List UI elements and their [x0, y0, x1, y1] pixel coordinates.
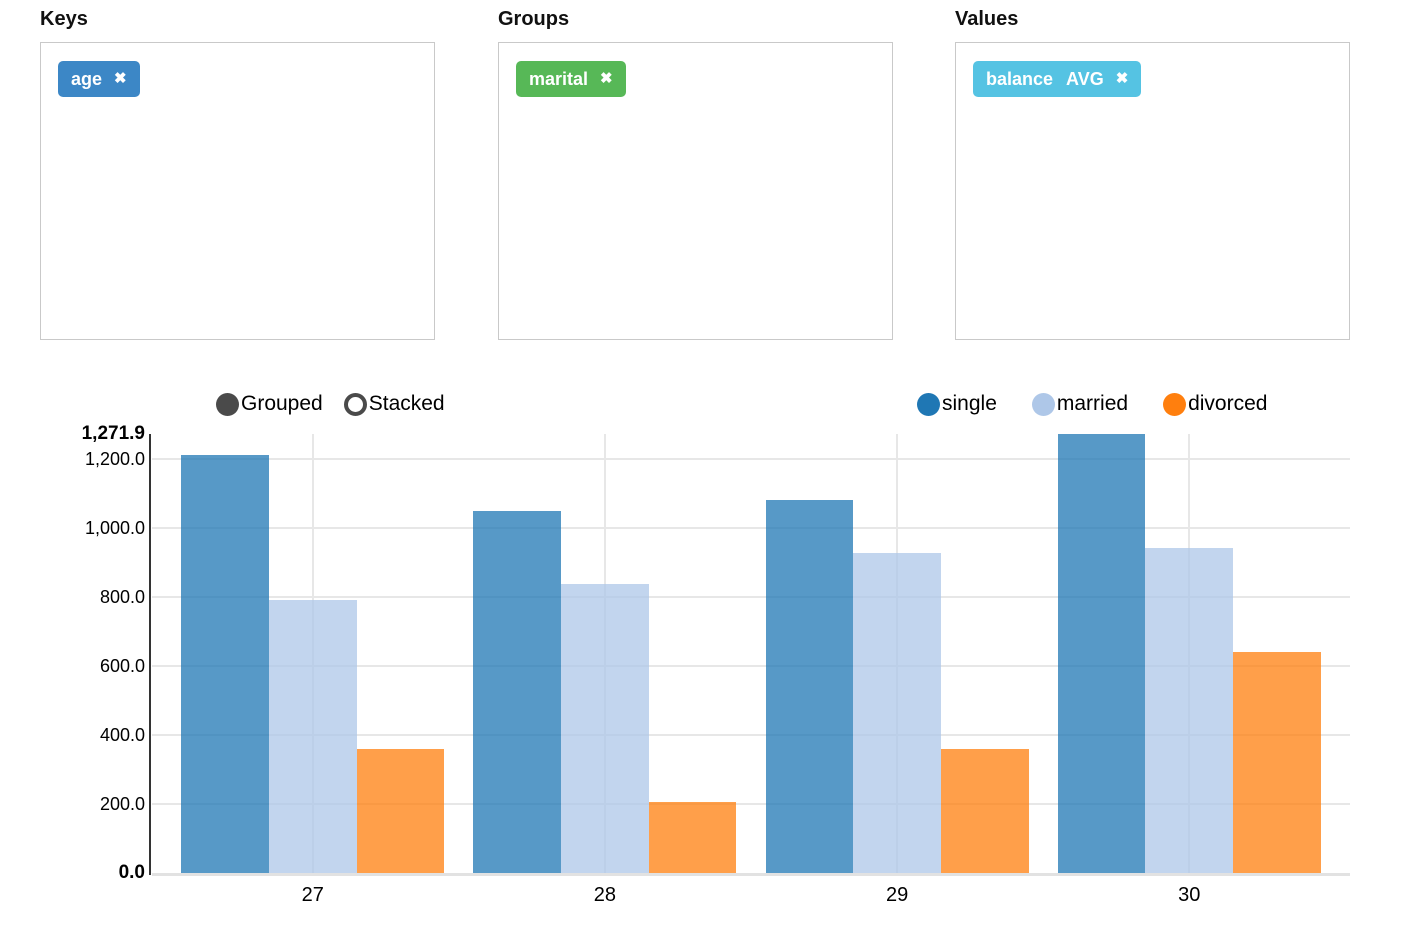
y-tick-label: 1,000.0: [84, 517, 145, 538]
value-tag-balance-avg[interactable]: balance AVG ✖: [973, 61, 1142, 97]
grouped-mode-label: Grouped: [241, 392, 323, 415]
key-tag-age[interactable]: age ✖: [58, 61, 140, 97]
keys-drop-area[interactable]: age ✖: [40, 42, 435, 340]
gridline: [152, 595, 1350, 598]
bar-single-30[interactable]: [1057, 434, 1146, 873]
y-tick-label: 800.0: [99, 586, 145, 607]
bar-divorced-28[interactable]: [648, 801, 737, 873]
value-tag-label: balance: [986, 69, 1054, 89]
x-axis-line: [152, 873, 1350, 876]
bar-married-30[interactable]: [1145, 547, 1234, 873]
keys-panel-label: Keys: [40, 8, 88, 30]
group-tag-marital[interactable]: marital ✖: [516, 61, 626, 97]
remove-icon[interactable]: ✖: [1115, 70, 1129, 87]
group-tag-label: marital: [529, 69, 589, 89]
series-label: married: [1056, 392, 1129, 415]
stacked-mode-option[interactable]: Stacked: [343, 392, 445, 416]
gridline: [152, 802, 1350, 805]
key-tag-label: age: [71, 69, 103, 89]
series-color-dot: [917, 392, 940, 416]
series-legend: single married divorced: [917, 392, 1267, 416]
gridline: [152, 664, 1350, 667]
bar-single-27[interactable]: [181, 455, 269, 873]
series-label: single: [942, 392, 997, 415]
grouped-mode-option[interactable]: Grouped: [216, 392, 323, 416]
y-tick-label: 0.0: [118, 862, 145, 883]
legend-item-divorced[interactable]: divorced: [1163, 392, 1267, 416]
bar-single-29[interactable]: [765, 500, 854, 873]
remove-icon[interactable]: ✖: [114, 70, 127, 87]
bar-single-28[interactable]: [473, 511, 562, 873]
x-tick-label: 30: [1178, 884, 1201, 906]
stacked-mode-label: Stacked: [368, 392, 445, 415]
chart-mode-controls: Grouped Stacked: [216, 392, 445, 416]
y-tick-label: 400.0: [99, 724, 145, 745]
bar-married-28[interactable]: [561, 583, 649, 873]
radio-selected-icon: [216, 392, 239, 416]
y-tick-label: 600.0: [99, 655, 145, 676]
series-label: divorced: [1188, 392, 1268, 415]
values-panel-label: Values: [955, 8, 1019, 30]
groups-drop-area[interactable]: marital ✖: [498, 42, 893, 340]
bar-married-27[interactable]: [268, 599, 357, 873]
x-tick-label: 29: [885, 884, 909, 906]
bar-divorced-30[interactable]: [1233, 651, 1321, 873]
y-axis-line: [149, 434, 151, 875]
gridline: [152, 526, 1350, 529]
groups-panel-label: Groups: [498, 8, 570, 30]
bar-chart-plot-area: [152, 434, 1350, 873]
x-tick-label: 28: [593, 884, 617, 906]
gridline: [152, 457, 1350, 460]
values-drop-area[interactable]: balance AVG ✖: [955, 42, 1350, 340]
remove-icon[interactable]: ✖: [600, 70, 613, 87]
value-tag-aggregation: AVG: [1066, 69, 1104, 89]
bar-divorced-27[interactable]: [356, 749, 445, 873]
radio-unselected-icon: [343, 392, 367, 416]
y-tick-label: 1,200.0: [84, 448, 145, 469]
series-color-dot: [1163, 392, 1187, 416]
bar-married-29[interactable]: [853, 553, 941, 873]
x-tick-label: 27: [301, 884, 324, 906]
legend-item-married[interactable]: married: [1031, 392, 1129, 416]
y-tick-label: 200.0: [99, 793, 145, 814]
legend-item-single[interactable]: single: [917, 392, 997, 416]
gridline: [152, 733, 1350, 736]
series-color-dot: [1031, 392, 1055, 416]
bar-divorced-29[interactable]: [940, 748, 1029, 873]
y-tick-label: 1,271.9: [81, 423, 145, 444]
